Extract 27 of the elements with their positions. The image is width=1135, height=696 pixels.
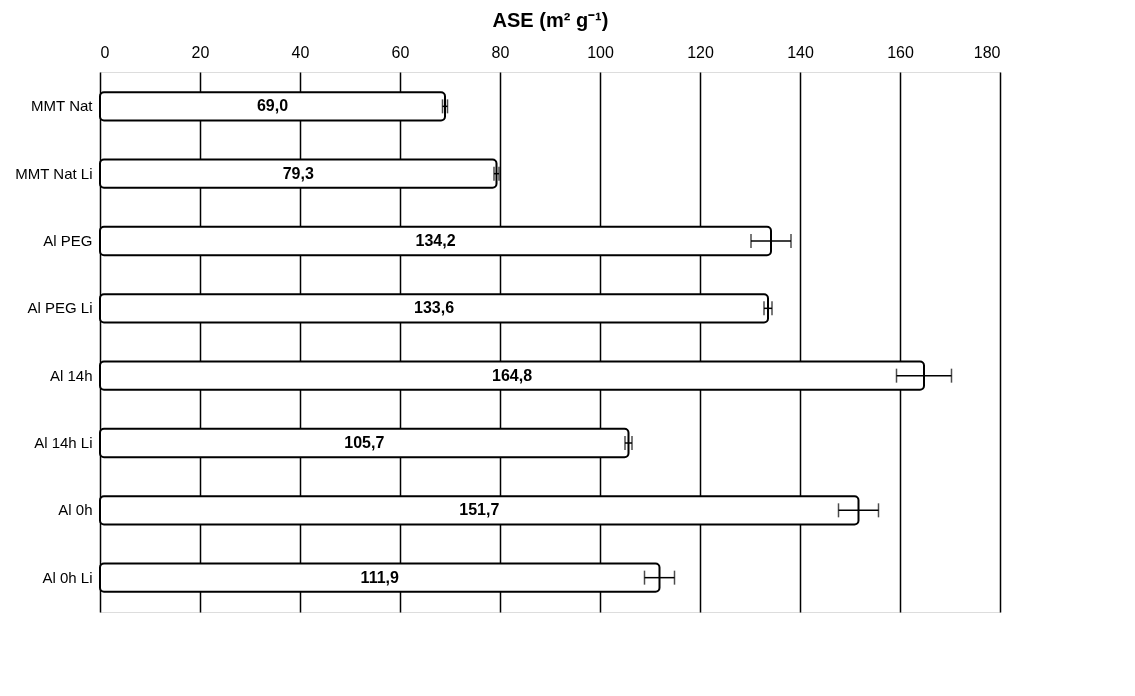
data-label: 111,9 (360, 568, 399, 586)
y-tick-label: Al 14h (49, 366, 93, 384)
y-tick-label: Al 0h (58, 501, 93, 519)
data-label: 79,3 (282, 164, 314, 182)
data-label: 105,7 (344, 434, 385, 451)
y-tick-label: Al 14h Li (34, 434, 93, 451)
data-label: 134,2 (415, 232, 456, 249)
x-tick-label: 100 (587, 43, 614, 61)
y-tick-label: MMT Nat (31, 97, 94, 115)
y-tick-label: MMT Nat Li (15, 164, 93, 182)
x-tick-label: 160 (887, 43, 914, 61)
x-tick-label: 180 (973, 43, 1001, 61)
x-tick-label: 0 (100, 43, 110, 61)
x-tick-label: 60 (391, 43, 410, 61)
data-label: 164,8 (491, 366, 533, 384)
y-tick-label: Al 0h Li (42, 568, 93, 586)
data-label: 133,6 (413, 299, 455, 317)
x-tick-label: 80 (491, 43, 510, 61)
y-tick-label: Al PEG Li (27, 299, 93, 317)
x-tick-label: 140 (787, 43, 814, 61)
data-label: 69,0 (256, 97, 289, 115)
data-label: 151,7 (459, 501, 500, 519)
x-axis-title: ASE (m² g⁻¹) (492, 8, 609, 31)
x-tick-label: 20 (191, 43, 210, 61)
x-tick-label: 40 (291, 43, 310, 61)
x-tick-label: 120 (687, 43, 714, 61)
y-tick-label: Al PEG (43, 232, 93, 249)
